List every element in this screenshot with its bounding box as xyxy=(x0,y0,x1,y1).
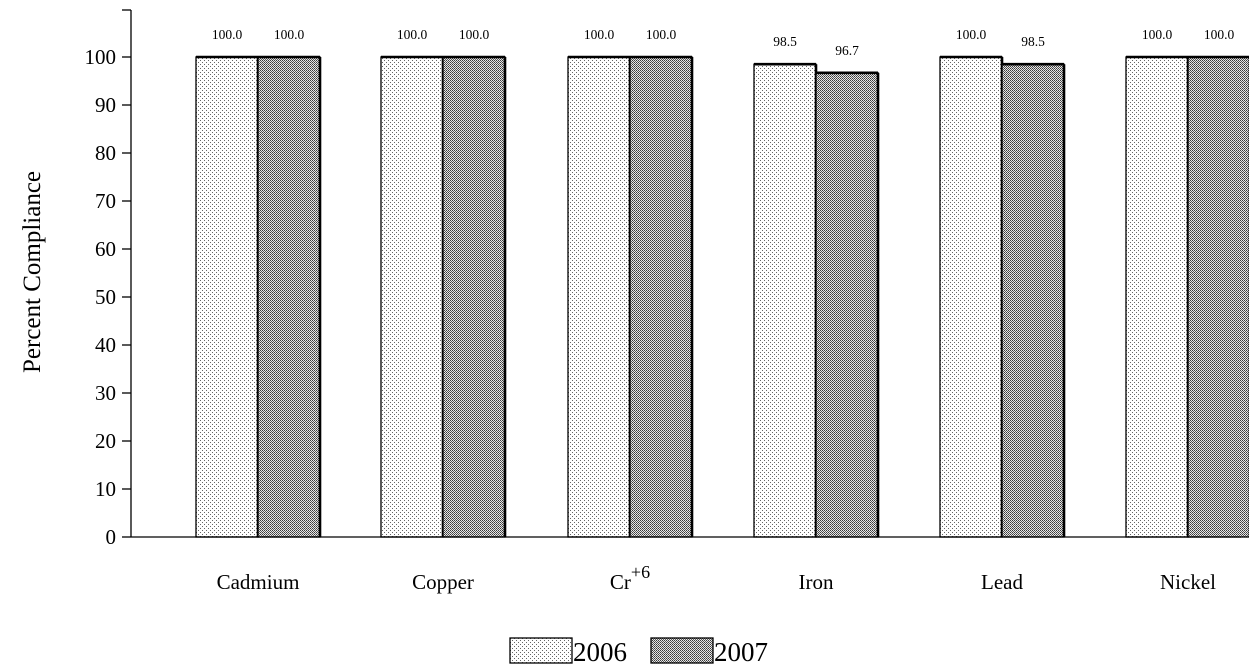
data-label: 100.0 xyxy=(274,27,305,42)
data-label: 100.0 xyxy=(212,27,243,42)
data-label: 100.0 xyxy=(646,27,677,42)
data-label: 100.0 xyxy=(397,27,428,42)
data-label: 100.0 xyxy=(459,27,490,42)
x-axis: Cadmium Copper Cr+6 Iron Lead Nickel xyxy=(131,536,1241,594)
bar-series-2007-cr6 xyxy=(629,56,693,538)
bar-series-2007-nickel xyxy=(1187,56,1249,538)
x-tick-label: Copper xyxy=(412,570,474,594)
bar-series-2007-cadmium xyxy=(257,56,321,538)
bars-group xyxy=(195,55,1249,538)
y-tick-label: 100 xyxy=(85,45,117,69)
data-label: 100.0 xyxy=(1204,27,1235,42)
x-tick-label: Nickel xyxy=(1160,570,1216,594)
data-label: 100.0 xyxy=(1142,27,1173,42)
y-axis: 0 10 20 30 40 50 60 70 80 90 100 xyxy=(85,9,132,549)
y-axis-label: Percent Compliance xyxy=(19,171,46,373)
y-tick-label: 20 xyxy=(95,429,116,453)
x-tick-label: Cadmium xyxy=(217,570,300,594)
data-label: 98.5 xyxy=(1021,34,1045,49)
data-label: 100.0 xyxy=(584,27,615,42)
data-label: 100.0 xyxy=(956,27,987,42)
legend-label: 2006 xyxy=(573,637,627,667)
data-label: 96.7 xyxy=(835,43,859,58)
bar-series-2007-copper xyxy=(442,56,506,538)
y-tick-label: 0 xyxy=(106,525,117,549)
legend: 2006 2007 xyxy=(509,637,768,667)
bar-series-2006-lead xyxy=(939,56,1003,538)
y-tick-label: 40 xyxy=(95,333,116,357)
bar-series-2006-cr6 xyxy=(567,56,631,538)
legend-swatch xyxy=(509,637,573,664)
bar-series-2006-copper xyxy=(380,56,444,538)
legend-item-2006: 2006 xyxy=(509,637,627,667)
x-tick-label: Cr+6 xyxy=(610,562,650,594)
x-tick-label: Lead xyxy=(981,570,1023,594)
legend-label: 2007 xyxy=(714,637,768,667)
y-tick-label: 30 xyxy=(95,381,116,405)
bar-series-2006-iron xyxy=(753,63,817,538)
x-tick-label: Iron xyxy=(799,570,834,594)
data-labels-group: 100.0 100.0 100.0 100.0 100.0 100.0 98.5 96.7 10… xyxy=(212,27,1235,58)
y-tick-label: 10 xyxy=(95,477,116,501)
bar-series-2006-nickel xyxy=(1125,56,1189,538)
bar-series-2007-lead xyxy=(1001,63,1065,538)
legend-item-2007: 2007 xyxy=(650,637,768,667)
data-label: 98.5 xyxy=(773,34,797,49)
y-tick-label: 70 xyxy=(95,189,116,213)
legend-swatch xyxy=(650,637,714,664)
y-tick-label: 60 xyxy=(95,237,116,261)
y-tick-label: 50 xyxy=(95,285,116,309)
bar-series-2007-iron xyxy=(815,72,879,538)
y-tick-label: 80 xyxy=(95,141,116,165)
y-tick-label: 90 xyxy=(95,93,116,117)
bar-series-2006-cadmium xyxy=(195,56,259,538)
